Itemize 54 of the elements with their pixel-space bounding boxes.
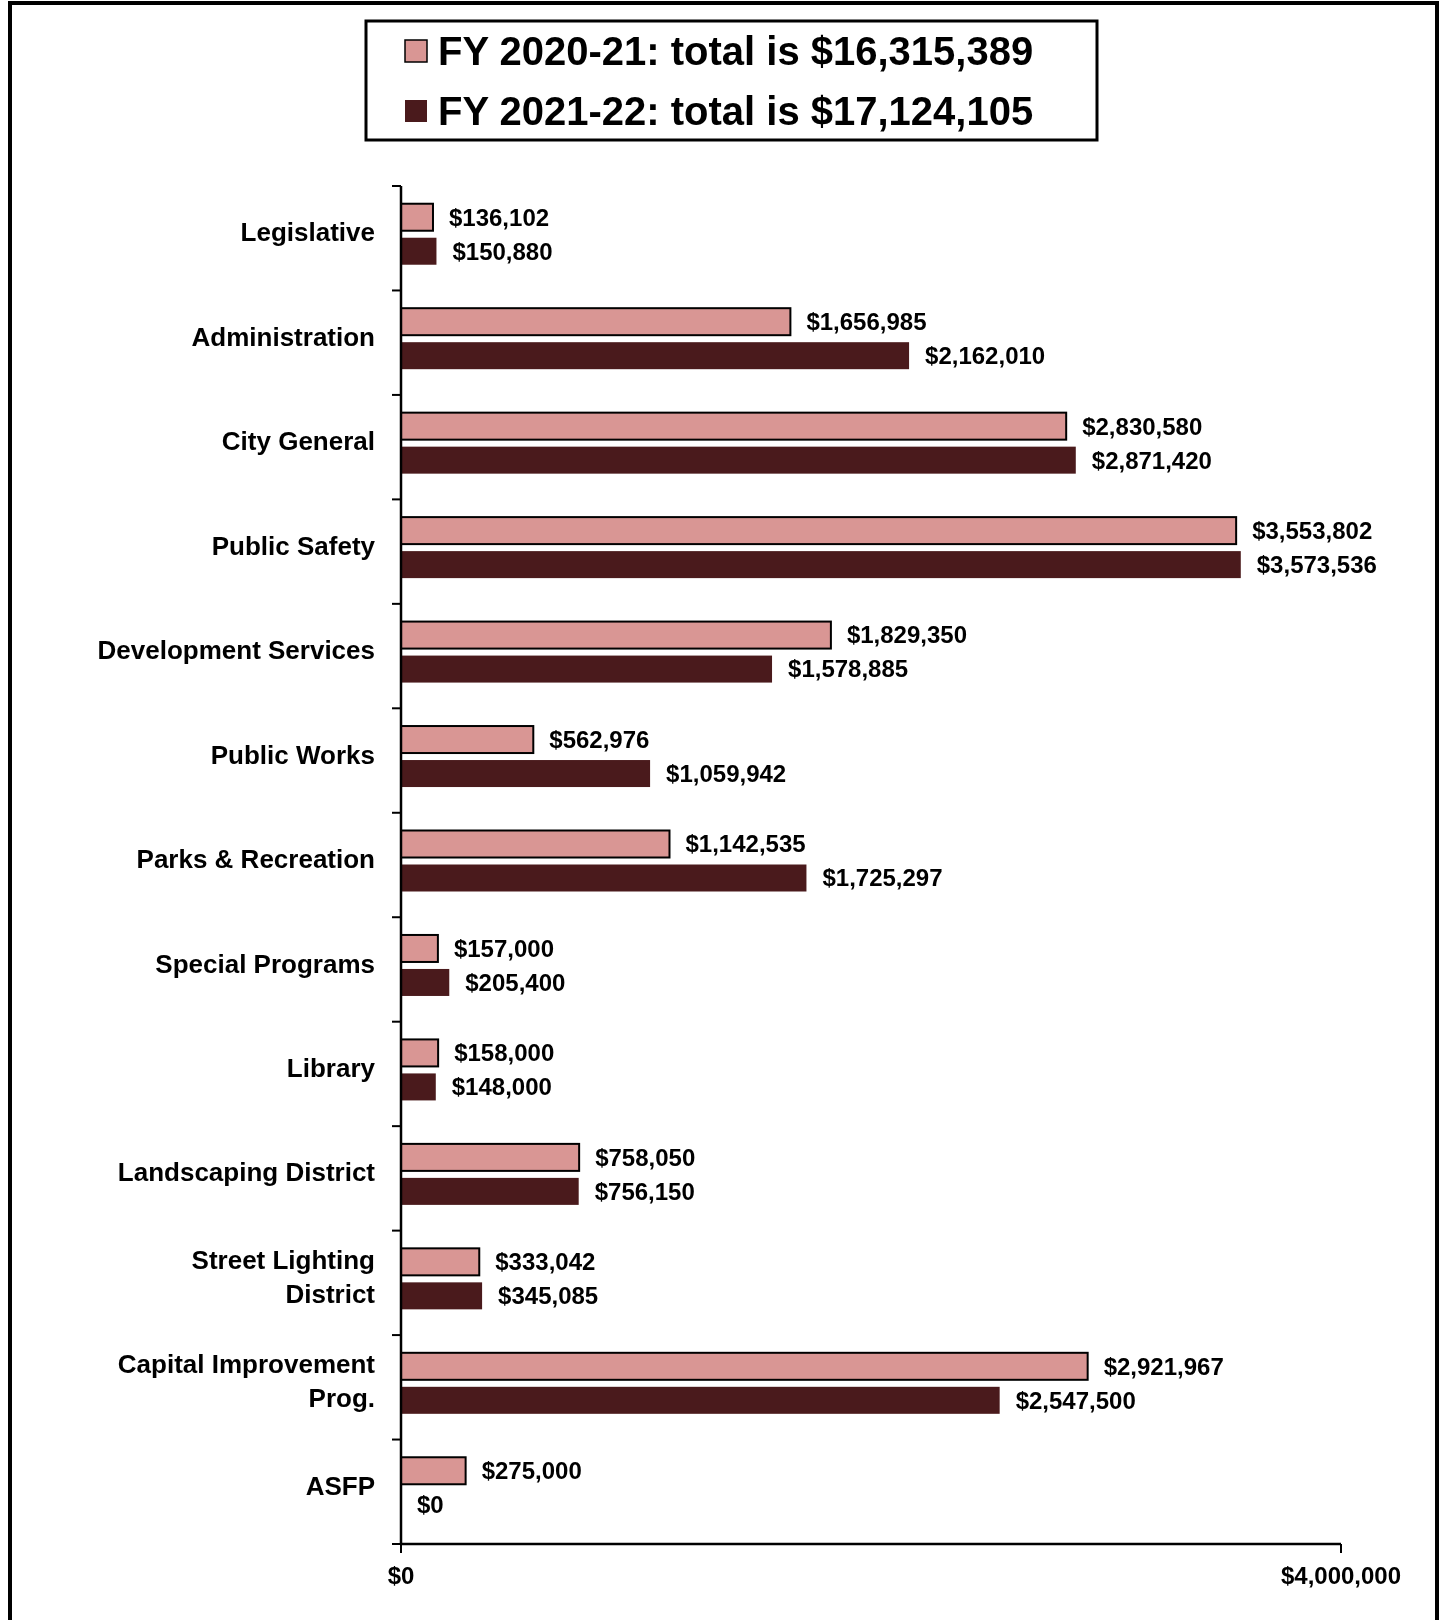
- data-label: $345,085: [498, 1282, 599, 1310]
- data-label: $2,830,580: [1082, 412, 1203, 440]
- data-label: $157,000: [453, 934, 554, 962]
- y-tick-label: Administration: [191, 321, 375, 352]
- bar: [401, 342, 910, 370]
- data-label: $3,573,536: [1256, 551, 1377, 579]
- bar: [401, 551, 1241, 579]
- bar: [401, 1282, 483, 1310]
- bar: [401, 237, 437, 265]
- data-label: $158,000: [454, 1039, 555, 1067]
- data-label: $1,725,297: [822, 864, 943, 892]
- data-label: $150,880: [452, 237, 553, 265]
- bar: [401, 1177, 579, 1205]
- bar: [401, 968, 450, 996]
- data-label: $0: [417, 1491, 444, 1519]
- y-tick-label: Landscaping District: [117, 1157, 376, 1188]
- y-tick-label: Public Safety: [211, 530, 376, 561]
- x-tick-label: $4,000,000: [1280, 1562, 1402, 1589]
- data-label: $2,871,420: [1091, 446, 1212, 474]
- data-label: $136,102: [448, 203, 550, 231]
- data-label: $1,578,885: [788, 655, 909, 683]
- y-tick-label: Special Programs: [155, 948, 375, 979]
- data-label: $205,400: [465, 968, 566, 996]
- bar: [401, 1386, 1000, 1414]
- y-tick-label: Capital Improvement Prog.: [117, 1349, 376, 1414]
- bar: [401, 655, 773, 683]
- bar: [401, 446, 1076, 474]
- data-label: $756,150: [594, 1177, 695, 1205]
- data-label: $2,921,967: [1103, 1352, 1224, 1380]
- data-label: $562,976: [549, 725, 650, 753]
- data-label: $2,162,010: [925, 342, 1046, 370]
- y-tick-label: Development Services: [97, 635, 375, 666]
- data-label: $148,000: [451, 1073, 552, 1101]
- y-tick-label: City General: [221, 426, 375, 457]
- legend-label: FY 2021-22: total is $17,124,105: [438, 89, 1034, 133]
- y-tick-label: Legislative: [240, 217, 375, 248]
- data-label: $1,059,942: [666, 759, 787, 787]
- data-label: $1,829,350: [846, 621, 968, 649]
- data-label: $1,142,535: [685, 830, 806, 858]
- data-label: $2,547,500: [1015, 1386, 1136, 1414]
- legend-label: FY 2020-21: total is $16,315,389: [438, 29, 1034, 73]
- data-label: $1,656,985: [806, 308, 927, 336]
- y-tick-label: Library: [286, 1053, 376, 1084]
- y-tick-label: Street Lighting District: [191, 1244, 376, 1309]
- data-label: $758,050: [595, 1143, 696, 1171]
- y-tick-label: Parks & Recreation: [136, 844, 375, 875]
- data-label: $3,553,802: [1252, 517, 1373, 545]
- bar: [401, 760, 651, 788]
- bar: [401, 1073, 436, 1101]
- data-label: $275,000: [481, 1457, 582, 1485]
- data-label: $333,042: [495, 1248, 596, 1276]
- y-tick-label: ASFP: [305, 1470, 375, 1501]
- bar: [401, 864, 807, 892]
- y-tick-label: Public Works: [210, 739, 375, 770]
